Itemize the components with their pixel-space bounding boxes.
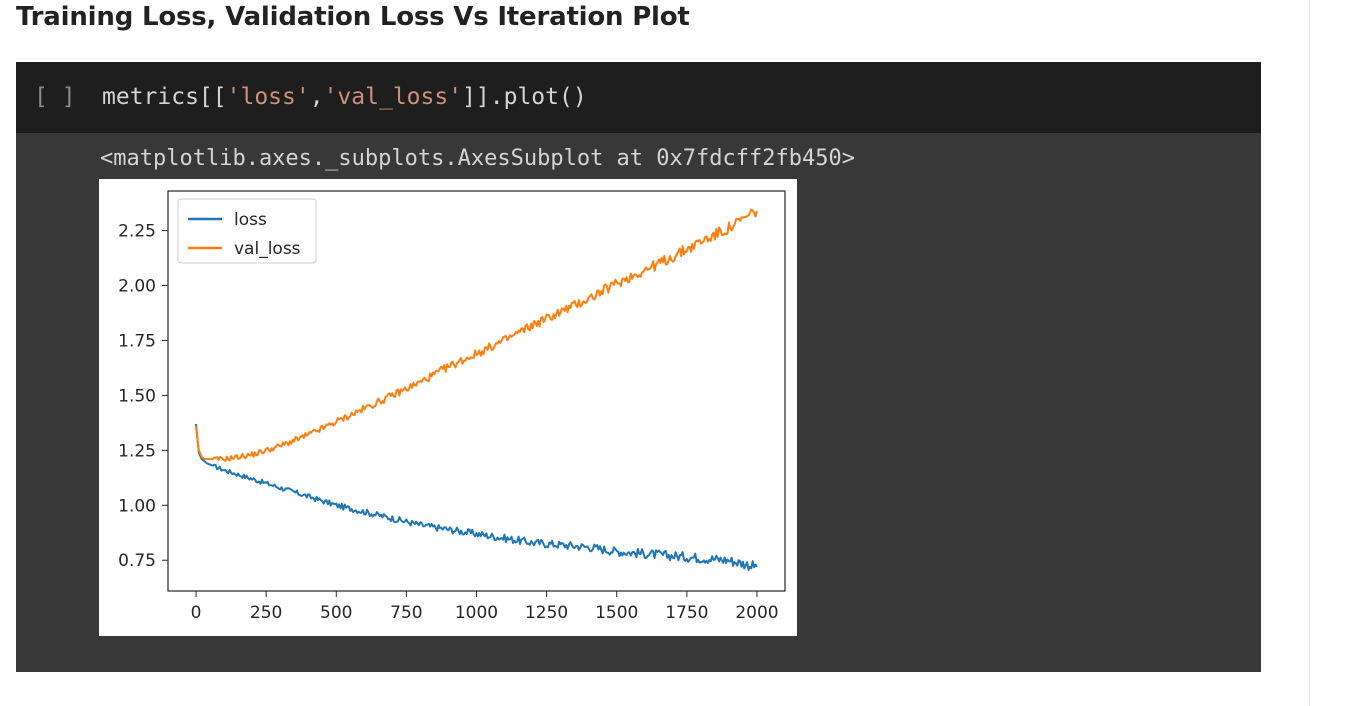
x-tick-label: 0 [191, 603, 202, 623]
x-tick-label: 1250 [525, 603, 568, 623]
legend-label-val-loss: val_loss [234, 239, 301, 259]
x-tick-label: 1750 [665, 603, 708, 623]
x-tick-label: 1000 [455, 603, 498, 623]
y-tick-label: 1.00 [118, 496, 156, 516]
y-tick-label: 0.75 [118, 551, 156, 571]
section-heading: Training Loss, Validation Loss Vs Iterat… [16, 2, 690, 32]
right-divider [1309, 0, 1310, 706]
x-tick-label: 250 [250, 603, 282, 623]
y-tick-label: 2.25 [118, 222, 156, 242]
y-tick-label: 2.00 [118, 277, 156, 297]
series-line-val-loss [195, 208, 758, 463]
x-tick-label: 2000 [735, 603, 778, 623]
series-line-loss [195, 423, 758, 571]
code-text[interactable]: metrics[['loss','val_loss']].plot() [102, 62, 587, 133]
code-comma: , [309, 84, 324, 110]
output-repr-text: <matplotlib.axes._subplots.AxesSubplot a… [100, 146, 855, 171]
code-input-row[interactable]: [ ] metrics[['loss','val_loss']].plot() [16, 62, 1261, 133]
x-tick-label: 500 [320, 603, 352, 623]
code-string-loss: 'loss' [226, 84, 310, 110]
y-tick-label: 1.50 [118, 386, 156, 406]
x-tick-label: 750 [390, 603, 422, 623]
y-tick-label: 1.25 [118, 441, 156, 461]
code-string-val-loss: 'val_loss' [323, 84, 463, 110]
line-chart: 0 250 500 750 1000 1250 1500 1750 2000 0.75 1.00 1.… [118, 190, 786, 623]
plot-output: 0 250 500 750 1000 1250 1500 1750 2000 0.75 1.00 1.… [99, 179, 797, 636]
x-tick-label: 1500 [595, 603, 638, 623]
code-suffix: ]].plot() [462, 84, 587, 110]
y-tick-label: 1.75 [118, 331, 156, 351]
notebook-cell[interactable]: [ ] metrics[['loss','val_loss']].plot() … [16, 62, 1261, 672]
code-prefix: metrics[[ [102, 84, 227, 110]
run-cell-button[interactable]: [ ] [34, 84, 76, 110]
legend-label-loss: loss [234, 210, 267, 230]
